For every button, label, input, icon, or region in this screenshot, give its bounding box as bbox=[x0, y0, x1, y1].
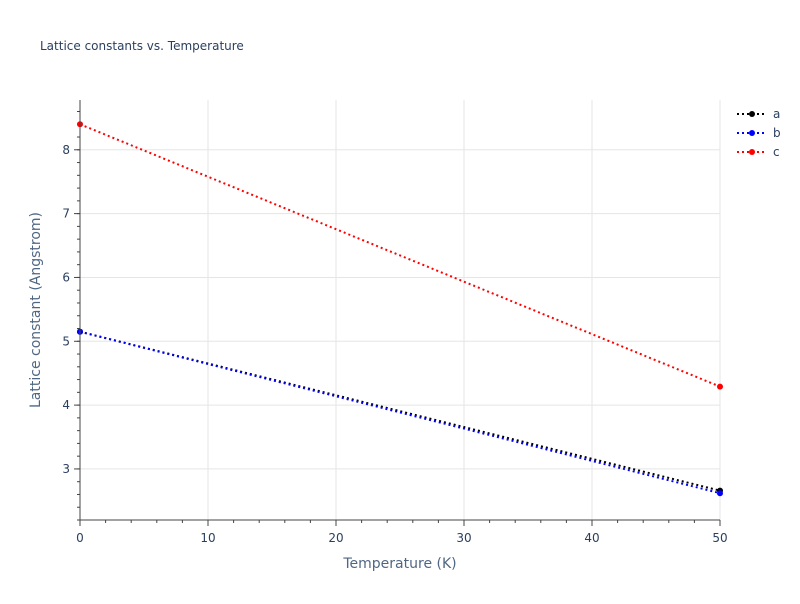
x-tick-label: 50 bbox=[712, 531, 727, 545]
chart-title: Lattice constants vs. Temperature bbox=[40, 39, 244, 53]
series-c-point bbox=[717, 383, 723, 390]
y-tick-label: 7 bbox=[62, 207, 70, 221]
y-tick-label: 5 bbox=[62, 334, 70, 348]
x-axis-title: Temperature (K) bbox=[342, 556, 456, 572]
tick-labels: 0 10 20 30 40 50 3 4 5 6 7 8 bbox=[62, 143, 727, 545]
legend-label: c bbox=[773, 145, 780, 159]
legend-swatch-marker bbox=[749, 111, 755, 117]
y-tick-label: 4 bbox=[62, 398, 70, 412]
x-tick-label: 20 bbox=[328, 531, 343, 545]
x-tick-label: 40 bbox=[584, 531, 599, 545]
legend-label: b bbox=[773, 126, 781, 140]
gridlines bbox=[80, 100, 721, 520]
minor-ticks bbox=[74, 110, 721, 526]
series-b-point bbox=[717, 490, 723, 497]
y-tick-label: 6 bbox=[62, 270, 70, 284]
legend[interactable]: abc bbox=[737, 107, 781, 159]
y-tick-label: 8 bbox=[62, 143, 70, 157]
x-tick-label: 0 bbox=[76, 531, 84, 545]
axes bbox=[79, 100, 720, 521]
legend-item-b[interactable]: b bbox=[737, 126, 781, 140]
legend-item-c[interactable]: c bbox=[737, 145, 780, 159]
legend-swatch-marker bbox=[749, 130, 755, 136]
legend-swatch-marker bbox=[749, 149, 755, 155]
y-tick-label: 3 bbox=[62, 462, 70, 476]
y-axis-title: Lattice constant (Angstrom) bbox=[28, 212, 44, 408]
series-a-line bbox=[79, 330, 721, 492]
series-c-line bbox=[79, 123, 721, 388]
x-tick-label: 10 bbox=[200, 531, 215, 545]
x-tick-label: 30 bbox=[456, 531, 471, 545]
legend-item-a[interactable]: a bbox=[737, 107, 780, 121]
legend-label: a bbox=[773, 107, 780, 121]
series-lines bbox=[77, 121, 723, 497]
series-b-line bbox=[79, 330, 721, 495]
